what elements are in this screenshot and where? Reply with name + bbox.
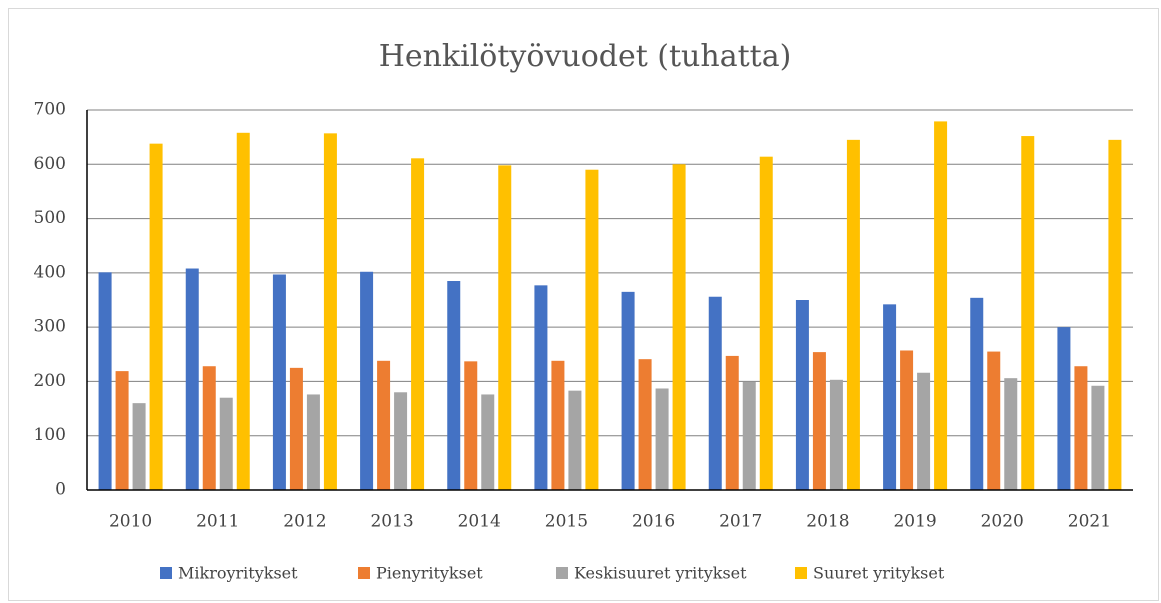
chart-title: Henkilötyövuodet (tuhatta) xyxy=(379,39,792,74)
bar xyxy=(149,143,163,490)
bar xyxy=(132,403,146,490)
legend-swatch xyxy=(358,567,370,579)
bar xyxy=(115,371,129,490)
bar xyxy=(498,165,512,490)
y-tick-label: 700 xyxy=(34,100,66,120)
bar xyxy=(638,359,652,490)
bar xyxy=(987,351,1001,490)
bar xyxy=(447,281,461,490)
bar xyxy=(202,366,216,490)
x-tick-label: 2021 xyxy=(1068,512,1111,532)
x-tick-label: 2014 xyxy=(458,512,501,532)
bar xyxy=(568,390,582,490)
bar xyxy=(323,133,337,491)
bar xyxy=(394,392,408,490)
bar xyxy=(236,132,250,491)
bar xyxy=(289,367,303,490)
x-tick-label: 2011 xyxy=(196,512,239,532)
bar xyxy=(1004,378,1018,490)
bar xyxy=(900,350,914,490)
bar xyxy=(621,291,635,490)
bar xyxy=(481,394,495,490)
bar xyxy=(377,360,391,490)
x-tick-label: 2020 xyxy=(981,512,1024,532)
bar xyxy=(672,164,686,491)
y-tick-label: 100 xyxy=(34,425,66,445)
bar xyxy=(934,121,948,491)
y-tick-label: 300 xyxy=(34,317,66,337)
bar xyxy=(534,285,548,490)
y-tick-label: 600 xyxy=(34,154,66,174)
x-tick-label: 2017 xyxy=(719,512,762,532)
legend-swatch xyxy=(795,567,807,579)
bar xyxy=(742,381,756,490)
bar xyxy=(1091,385,1105,490)
legend-swatch xyxy=(556,567,568,579)
bar xyxy=(812,352,826,490)
y-tick-label: 500 xyxy=(34,208,66,228)
legend-label: Mikroyritykset xyxy=(178,564,298,583)
legend-label: Keskisuuret yritykset xyxy=(574,564,747,583)
bar xyxy=(185,268,199,490)
y-tick-label: 0 xyxy=(55,480,66,500)
legend-swatch xyxy=(160,567,172,579)
bar xyxy=(795,300,809,490)
x-tick-label: 2019 xyxy=(893,512,936,532)
bar xyxy=(1057,327,1071,490)
bar xyxy=(464,361,478,490)
bar xyxy=(708,296,722,490)
bar xyxy=(655,388,669,490)
bar xyxy=(411,158,425,491)
bar xyxy=(1108,139,1122,490)
bar xyxy=(1074,366,1088,490)
bar xyxy=(360,271,374,490)
bar xyxy=(585,169,599,490)
bar xyxy=(219,397,233,490)
bar xyxy=(306,394,320,490)
y-tick-label: 400 xyxy=(34,262,66,282)
bar xyxy=(970,297,984,490)
bar xyxy=(846,139,860,490)
bar xyxy=(272,274,286,490)
bar xyxy=(1021,136,1035,491)
x-tick-label: 2013 xyxy=(370,512,413,532)
chart-border xyxy=(8,8,1159,601)
legend-label: Pienyritykset xyxy=(376,564,483,583)
legend-label: Suuret yritykset xyxy=(813,564,945,583)
bar xyxy=(551,360,565,490)
bar xyxy=(883,304,897,490)
bar xyxy=(917,372,931,490)
x-tick-label: 2016 xyxy=(632,512,675,532)
x-tick-label: 2010 xyxy=(109,512,152,532)
bar xyxy=(759,156,773,490)
x-tick-label: 2015 xyxy=(545,512,588,532)
bar xyxy=(829,379,843,490)
x-tick-label: 2018 xyxy=(806,512,849,532)
y-tick-label: 200 xyxy=(34,371,66,391)
bar xyxy=(98,272,112,490)
x-tick-label: 2012 xyxy=(283,512,326,532)
bar xyxy=(725,355,739,490)
